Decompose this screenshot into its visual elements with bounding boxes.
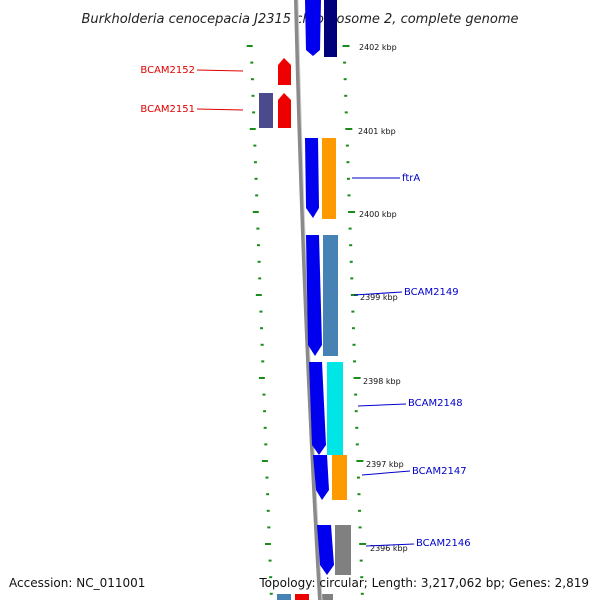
- cds-boxes: [322, 138, 351, 575]
- gene-label-bcam2147[interactable]: BCAM2147: [412, 466, 467, 477]
- gene-label-bcam2152[interactable]: BCAM2152: [140, 65, 195, 76]
- gene-arrow-bcam2151[interactable]: [278, 93, 291, 128]
- forward-strand-genes: [305, 138, 334, 575]
- bottom-features: [277, 594, 333, 600]
- reverse-strand-genes: [259, 58, 291, 128]
- cds-box-ftra[interactable]: [322, 138, 336, 219]
- cds-box-bcam2149[interactable]: [323, 235, 338, 356]
- kbp-label: 2400 kbp: [359, 210, 397, 219]
- map-title: Burkholderia cenocepacia J2315 chromosom…: [81, 12, 518, 27]
- kbp-label: 2401 kbp: [358, 127, 396, 136]
- gene-arrow-bcam2148[interactable]: [309, 362, 326, 455]
- gene-arrow-ftra[interactable]: [305, 138, 319, 218]
- gene-label-bcam2148[interactable]: BCAM2148: [408, 398, 463, 409]
- gene-arrow-bcam2146[interactable]: [317, 525, 334, 575]
- gene-label-bcam2146[interactable]: BCAM2146: [416, 538, 471, 549]
- topology-label: Topology: circular; Length: 3,217,062 bp…: [258, 576, 589, 590]
- gene-labels: BCAM2152 BCAM2151 ftrA BCAM2149 BCAM2148…: [140, 65, 470, 549]
- gene-arrow[interactable]: [319, 594, 333, 600]
- gene-arrow-bcam2147[interactable]: [313, 455, 329, 500]
- genome-backbone: [294, 0, 322, 600]
- kbp-label: 2396 kbp: [370, 544, 408, 553]
- accession-label: Accession: NC_011001: [9, 576, 145, 590]
- gene-arrow[interactable]: [324, 0, 337, 57]
- cds-box-bcam2146[interactable]: [335, 525, 351, 575]
- kbp-label: 2397 kbp: [366, 460, 404, 469]
- gene-arrow-bcam2149[interactable]: [306, 235, 322, 356]
- kbp-label: 2398 kbp: [363, 377, 401, 386]
- kbp-scale: 2402 kbp 2401 kbp 2400 kbp 2399 kbp 2398…: [358, 43, 408, 553]
- gene-arrow[interactable]: [277, 594, 291, 600]
- gene-arrow-bcam2152[interactable]: [278, 58, 291, 85]
- top-features: [305, 0, 337, 57]
- cds-box-bcam2148[interactable]: [327, 362, 343, 455]
- gene-label-bcam2151[interactable]: BCAM2151: [140, 104, 195, 115]
- kbp-label: 2402 kbp: [359, 43, 397, 52]
- gene-label-bcam2149[interactable]: BCAM2149: [404, 287, 459, 298]
- kbp-label: 2399 kbp: [360, 293, 398, 302]
- gene-arrow[interactable]: [305, 0, 321, 56]
- cds-box-bcam2147[interactable]: [332, 455, 347, 500]
- gene-box[interactable]: [259, 93, 273, 128]
- scale-ticks: [246, 45, 367, 595]
- gene-arrow[interactable]: [295, 594, 309, 600]
- gene-label-ftra[interactable]: ftrA: [402, 173, 420, 184]
